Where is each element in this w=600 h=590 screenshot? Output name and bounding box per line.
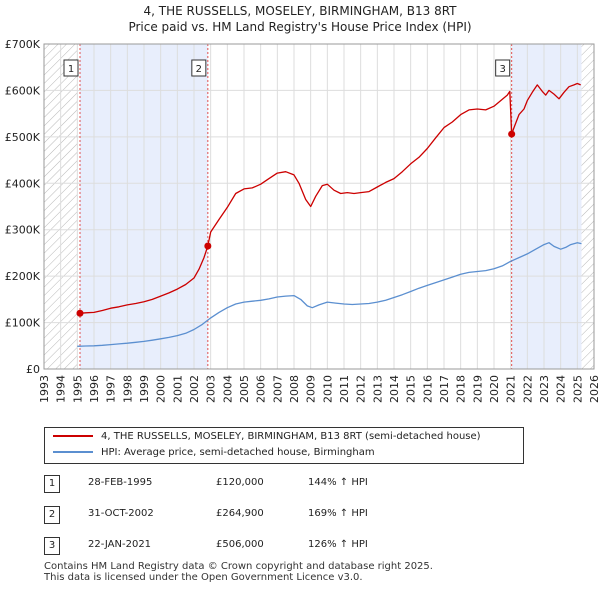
transaction-price: £120,000 bbox=[216, 477, 264, 488]
x-tick-label: 2010 bbox=[321, 375, 334, 403]
price-chart: 1 2 3 £0 £100K £200K £300K £400K £500K £600K £700… bbox=[5, 38, 600, 403]
transaction-price: £506,000 bbox=[216, 539, 264, 550]
x-tick-label: 2008 bbox=[288, 375, 301, 403]
x-tick-label: 1993 bbox=[38, 375, 51, 403]
x-tick-label: 2021 bbox=[505, 375, 518, 403]
x-tick-label: 2009 bbox=[305, 375, 318, 403]
transaction-label: 1 bbox=[68, 64, 74, 75]
chart-subtitle: Price paid vs. HM Land Registry's House … bbox=[128, 20, 472, 34]
chart-title: 4, THE RUSSELLS, MOSELEY, BIRMINGHAM, B1… bbox=[143, 4, 457, 18]
x-tick-label: 2020 bbox=[488, 375, 501, 403]
legend-item-property: 4, THE RUSSELLS, MOSELEY, BIRMINGHAM, B1… bbox=[53, 429, 481, 445]
transaction-label: 2 bbox=[196, 64, 202, 75]
x-tick-label: 2001 bbox=[171, 375, 184, 403]
transaction-label-box bbox=[63, 59, 79, 77]
x-tick-label: 1994 bbox=[55, 375, 68, 403]
transaction-number: 2 bbox=[44, 506, 60, 524]
x-tick-label: 2024 bbox=[555, 375, 568, 403]
x-tick-label: 2023 bbox=[538, 375, 551, 403]
plot-frame bbox=[43, 43, 595, 370]
legend: 4, THE RUSSELLS, MOSELEY, BIRMINGHAM, B1… bbox=[44, 427, 524, 464]
x-tick-label: 2003 bbox=[205, 375, 218, 403]
transaction-marker bbox=[204, 242, 212, 250]
transaction-date: 28-FEB-1995 bbox=[88, 477, 153, 488]
x-tick-label: 1999 bbox=[138, 375, 151, 403]
legend-label-hpi: HPI: Average price, semi-detached house,… bbox=[101, 447, 375, 458]
transaction-number: 1 bbox=[44, 475, 60, 493]
x-tick-label: 2026 bbox=[588, 375, 600, 403]
x-tick-label: 2016 bbox=[421, 375, 434, 403]
x-tick-label: 1997 bbox=[105, 375, 118, 403]
transaction-hpi-change: 144% ↑ HPI bbox=[308, 477, 368, 488]
y-tick-label: £600K bbox=[5, 84, 41, 97]
transaction-hpi-change: 126% ↑ HPI bbox=[308, 539, 368, 550]
x-tick-label: 2006 bbox=[255, 375, 268, 403]
legend-swatch-hpi bbox=[53, 451, 93, 453]
property-price-line bbox=[79, 82, 581, 314]
x-tick-label: 2025 bbox=[571, 375, 584, 403]
hpi-line bbox=[77, 242, 582, 347]
transaction-marker bbox=[508, 130, 516, 138]
y-tick-label: £700K bbox=[5, 38, 41, 51]
transaction-label-box bbox=[495, 59, 511, 77]
footer-copyright: Contains HM Land Registry data © Crown c… bbox=[44, 561, 433, 572]
transaction-date: 31-OCT-2002 bbox=[88, 508, 154, 519]
y-tick-label: £100K bbox=[5, 317, 41, 330]
y-tick-label: £400K bbox=[5, 177, 41, 190]
x-tick-label: 2004 bbox=[221, 375, 234, 403]
x-tick-label: 2018 bbox=[455, 375, 468, 403]
x-tick-label: 1996 bbox=[88, 375, 101, 403]
transaction-hpi-change: 169% ↑ HPI bbox=[308, 508, 368, 519]
transaction-date: 22-JAN-2021 bbox=[88, 539, 152, 550]
transaction-price: £264,900 bbox=[216, 508, 264, 519]
y-tick-label: £500K bbox=[5, 131, 41, 144]
x-tick-label: 1995 bbox=[71, 375, 84, 403]
y-tick-label: £300K bbox=[5, 224, 41, 237]
transaction-marker bbox=[76, 309, 84, 317]
legend-swatch-property bbox=[53, 435, 93, 437]
chart-title-block: 4, THE RUSSELLS, MOSELEY, BIRMINGHAM, B1… bbox=[0, 3, 600, 35]
x-tick-label: 2013 bbox=[371, 375, 384, 403]
x-tick-label: 2019 bbox=[471, 375, 484, 403]
transaction-label: 3 bbox=[499, 64, 505, 75]
x-tick-label: 2007 bbox=[271, 375, 284, 403]
ownership-shade bbox=[511, 44, 582, 369]
x-tick-label: 2015 bbox=[405, 375, 418, 403]
x-tick-label: 2012 bbox=[355, 375, 368, 403]
x-tick-label: 1998 bbox=[121, 375, 134, 403]
y-tick-label: £0 bbox=[26, 363, 40, 376]
x-tick-label: 2017 bbox=[438, 375, 451, 403]
x-tick-label: 2005 bbox=[238, 375, 251, 403]
x-tick-label: 2014 bbox=[388, 375, 401, 403]
legend-item-hpi: HPI: Average price, semi-detached house,… bbox=[53, 445, 375, 461]
x-tick-label: 2000 bbox=[155, 375, 168, 403]
hatch-area-right bbox=[581, 44, 594, 369]
transaction-label-box bbox=[191, 59, 207, 77]
legend-label-property: 4, THE RUSSELLS, MOSELEY, BIRMINGHAM, B1… bbox=[101, 431, 481, 442]
transaction-number: 3 bbox=[44, 537, 60, 555]
x-tick-label: 2002 bbox=[188, 375, 201, 403]
y-tick-label: £200K bbox=[5, 270, 41, 283]
footer-licence: This data is licensed under the Open Gov… bbox=[44, 572, 363, 583]
footer-attribution: Contains HM Land Registry data © Crown c… bbox=[44, 561, 433, 583]
x-tick-label: 2011 bbox=[338, 375, 351, 403]
x-tick-label: 2022 bbox=[521, 375, 534, 403]
